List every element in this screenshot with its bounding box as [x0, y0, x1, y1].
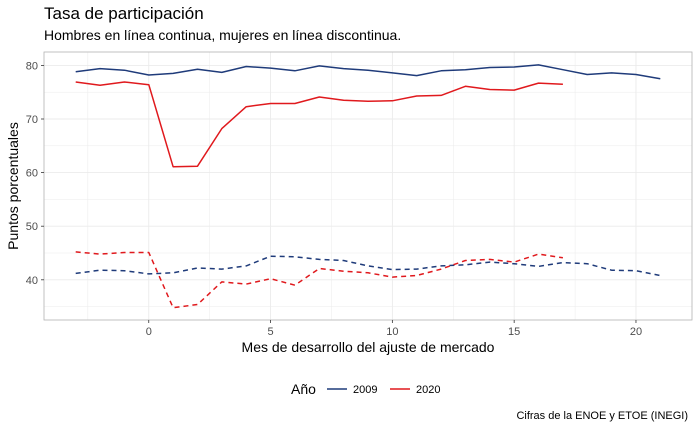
y-axis-title: Puntos porcentuales	[5, 122, 21, 250]
y-tick-label: 80	[26, 60, 38, 72]
series-line-2020-mujeres	[75, 251, 564, 309]
series-line-2009-hombres	[75, 64, 661, 80]
x-axis-title: Mes de desarrollo del ajuste de mercado	[242, 339, 495, 355]
series-line-2020-hombres	[75, 81, 563, 168]
chart-subtitle: Hombres en línea continua, mujeres en lí…	[44, 27, 402, 43]
y-tick-label: 70	[26, 114, 38, 126]
y-tick-label: 50	[26, 221, 38, 233]
axis-ticks: 0 5 10 15 20 40 50 60 70 80	[26, 60, 642, 338]
legend: Año 2009 2020	[291, 381, 440, 397]
series-layer	[75, 64, 661, 309]
x-tick-label: 10	[386, 326, 398, 338]
grid-lines	[44, 52, 692, 320]
panel-border	[43, 51, 693, 321]
chart-caption: Cifras de la ENOE y ETOE (INEGI)	[516, 410, 688, 422]
chart-title: Tasa de participación	[44, 4, 204, 23]
x-tick-label: 0	[146, 326, 152, 338]
legend-label-2009: 2009	[353, 384, 377, 396]
x-tick-label: 5	[267, 326, 273, 338]
legend-label-2020: 2020	[416, 384, 440, 396]
x-tick-label: 20	[630, 326, 642, 338]
y-tick-label: 60	[26, 168, 38, 180]
x-tick-label: 15	[508, 326, 520, 338]
legend-title: Año	[291, 381, 316, 397]
y-tick-label: 40	[26, 275, 38, 287]
